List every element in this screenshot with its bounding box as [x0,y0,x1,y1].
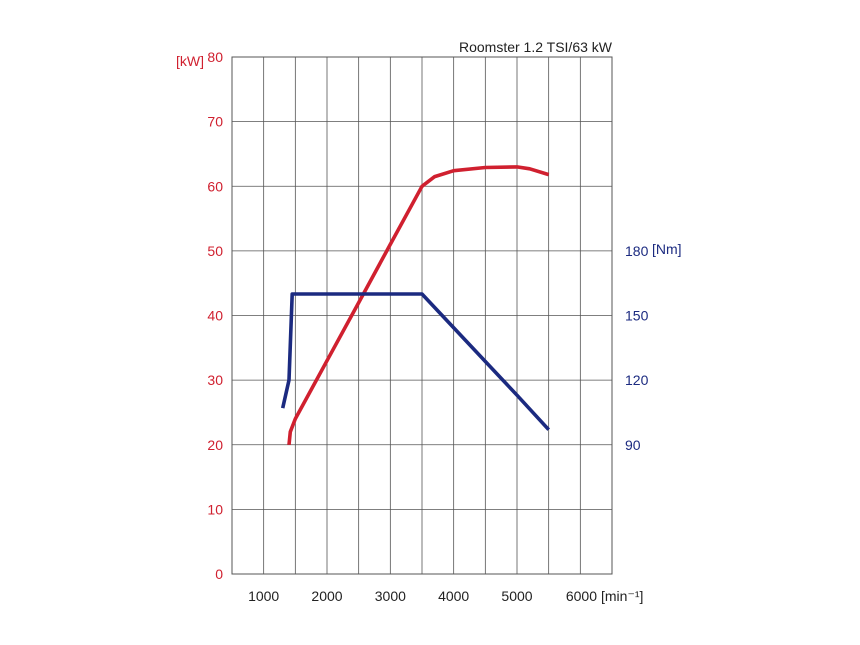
x-tick-label: 6000 [566,588,597,604]
plot-frame [231,56,613,575]
x-tick-label: 4000 [438,588,469,604]
power-series-line [287,165,550,445]
left-tick-label: 60 [207,178,223,194]
left-tick-label: 40 [207,308,223,324]
left-axis-ticks: 0 10 20 30 40 50 60 70 80 [207,49,223,582]
left-tick-label: 10 [207,501,223,517]
right-axis-ticks: 90 120 150 180 [625,243,649,453]
grid [231,56,613,575]
left-tick-label: 20 [207,437,223,453]
chart-title: Roomster 1.2 TSI/63 kW [459,39,613,55]
x-tick-label: 1000 [248,588,279,604]
left-tick-label: 0 [215,566,223,582]
right-tick-label: 90 [625,437,641,453]
x-axis-ticks: 1000 2000 3000 4000 5000 6000 [248,588,597,604]
right-tick-label: 180 [625,243,649,259]
x-tick-label: 2000 [311,588,342,604]
x-axis-unit: [min⁻¹] [601,588,643,604]
left-axis-unit: [kW] [176,53,204,69]
right-tick-label: 120 [625,372,649,388]
right-axis-unit: [Nm] [652,241,682,257]
left-tick-label: 50 [207,243,223,259]
torque-series-line [280,292,551,431]
left-tick-label: 30 [207,372,223,388]
left-tick-label: 70 [207,114,223,130]
x-tick-label: 3000 [375,588,406,604]
left-tick-label: 80 [207,49,223,65]
x-tick-label: 5000 [501,588,532,604]
series [280,165,551,445]
right-tick-label: 150 [625,308,649,324]
